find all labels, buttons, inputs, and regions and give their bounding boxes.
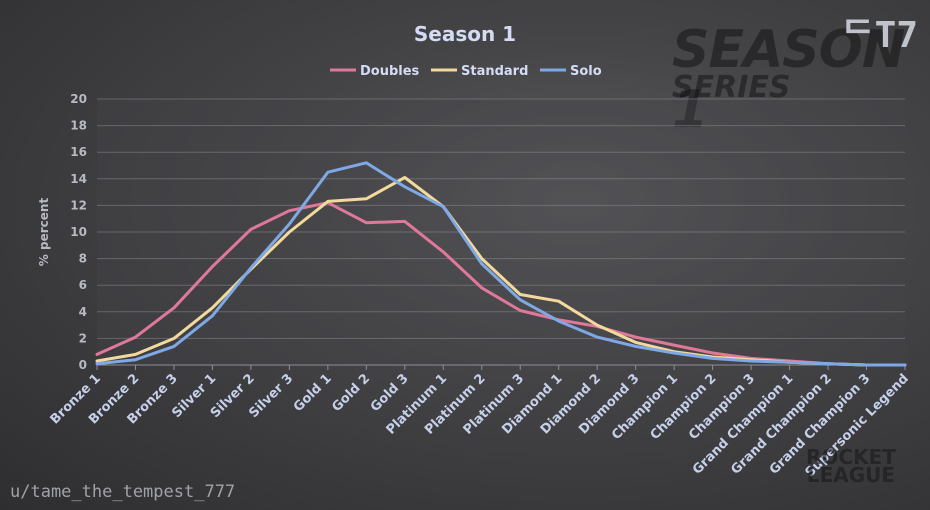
brand-line-1: ROCKET (806, 445, 896, 469)
y-axis-label: % percent (37, 198, 51, 267)
y-tick-label: 12 (70, 198, 87, 212)
series-logo-subtitle: SERIES (672, 70, 791, 105)
y-tick-label: 4 (79, 305, 87, 319)
y-tick-label: 0 (79, 358, 87, 372)
y-tick-label: 16 (70, 145, 87, 159)
y-tick-label: 14 (70, 172, 87, 186)
legend-label-doubles: Doubles (360, 64, 420, 79)
y-tick-label: 8 (79, 252, 87, 266)
y-tick-label: 6 (79, 278, 87, 292)
x-tick-label: Gold 2 (329, 371, 373, 415)
brand-line-2: LEAGUE (806, 463, 896, 487)
username-watermark: u/tame_the_tempest_777 (10, 482, 236, 502)
legend-label-solo: Solo (570, 64, 602, 79)
y-tick-label: 20 (70, 92, 87, 106)
rocket-league-logo: ROCKET LEAGUE (806, 445, 896, 487)
y-tick-label: 18 (70, 119, 87, 133)
season-series-logo: SEASON 1 (672, 20, 905, 140)
x-tick-label: Gold 1 (291, 371, 335, 415)
corner-watermark: ᄃT7 (841, 15, 918, 56)
chart-title: Season 1 (414, 22, 516, 46)
y-tick-label: 10 (70, 225, 87, 239)
y-tick-label: 2 (79, 331, 87, 345)
series-line-solo (95, 161, 907, 367)
legend-label-standard: Standard (461, 64, 528, 79)
plot-area (97, 99, 905, 365)
